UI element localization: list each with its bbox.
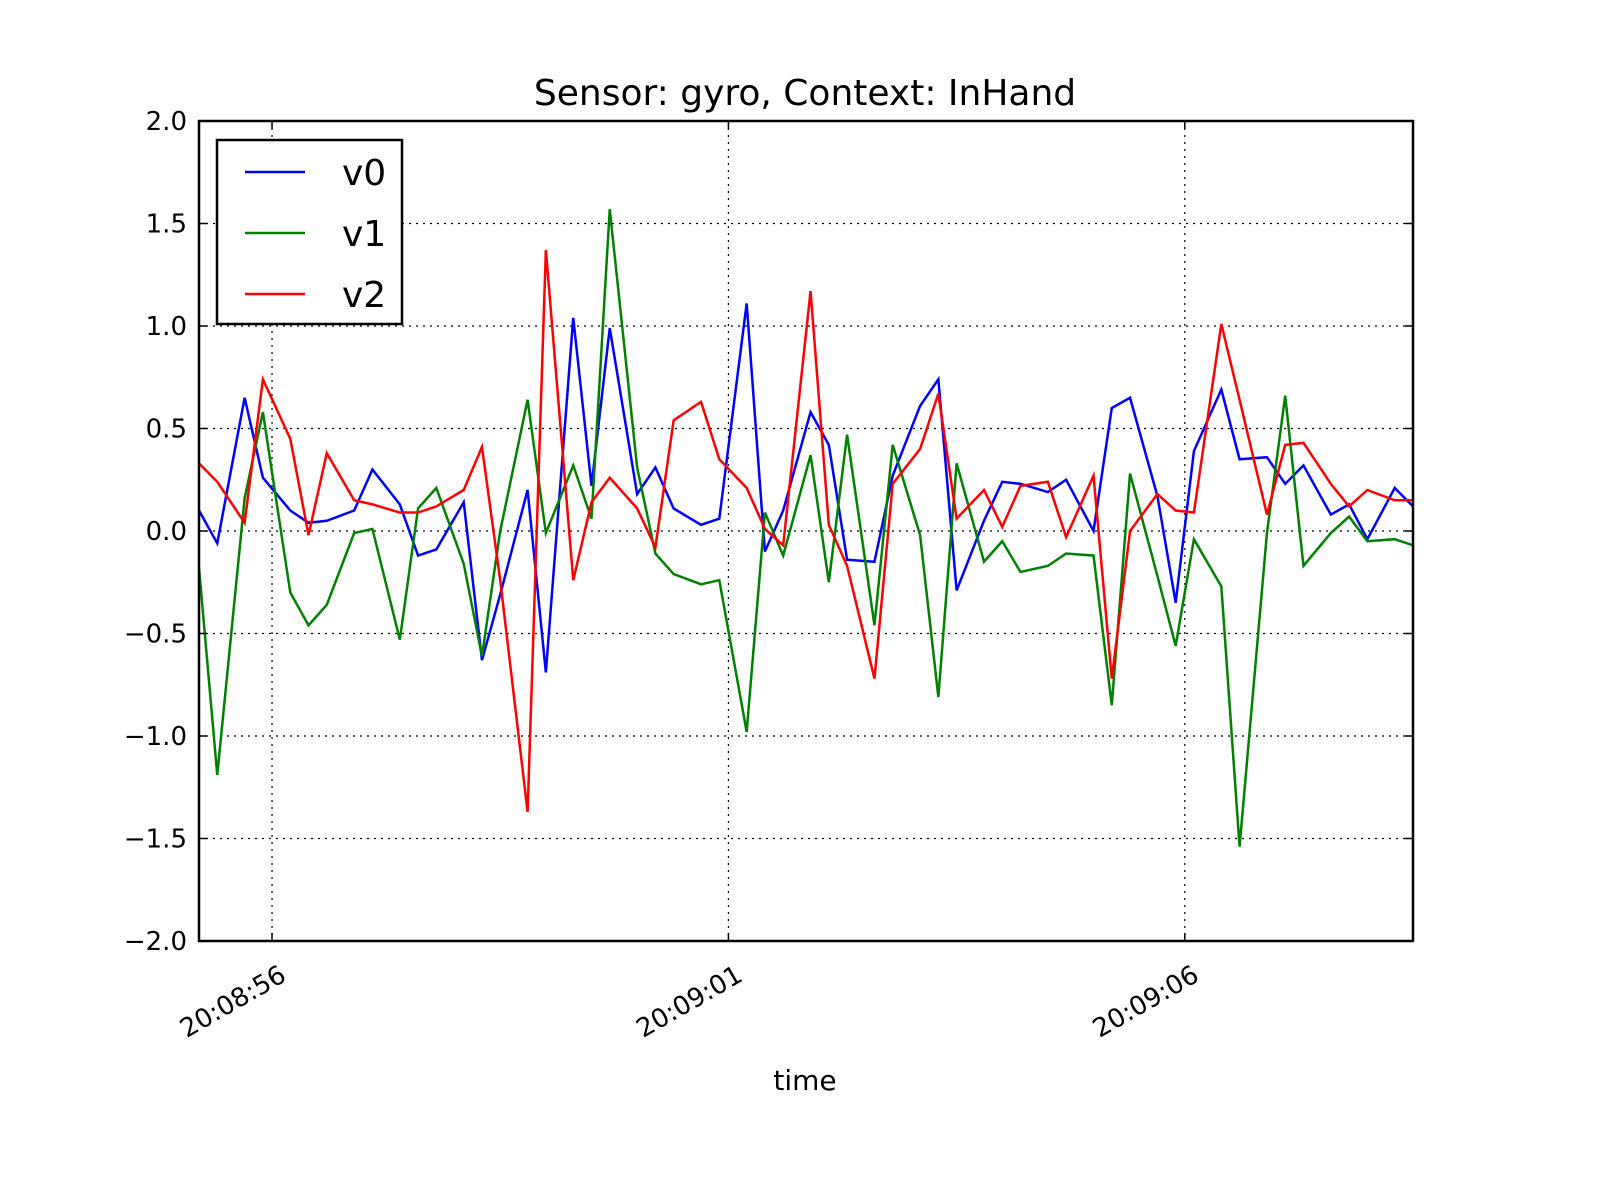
y-tick-label: 0.0 (146, 517, 187, 547)
y-tick-label: 2.0 (146, 107, 187, 137)
y-tick-label: −2.0 (124, 927, 187, 957)
legend-label-v2: v2 (342, 275, 386, 316)
y-tick-label: 0.5 (146, 415, 187, 445)
y-tick-label: 1.0 (146, 312, 187, 342)
y-tick-label: −1.5 (124, 825, 187, 855)
chart-title: Sensor: gyro, Context: InHand (534, 73, 1076, 114)
series-line-v0 (199, 303, 1413, 673)
y-tick-label: 1.5 (146, 210, 187, 240)
x-axis-title: time (773, 1064, 836, 1097)
y-axis: 2.0 1.5 1.0 0.5 0.0 −0.5 −1.0 −1.5 −2.0 (124, 107, 1413, 957)
legend-label-v1: v1 (342, 214, 386, 255)
y-tick-label: −0.5 (124, 620, 187, 650)
series-lines (199, 209, 1413, 847)
series-line-v2 (199, 250, 1413, 812)
series-line-v1 (199, 209, 1413, 847)
legend: v0 v1 v2 (215, 138, 404, 326)
legend-label-v0: v0 (342, 153, 386, 194)
y-tick-label: −1.0 (124, 722, 187, 752)
